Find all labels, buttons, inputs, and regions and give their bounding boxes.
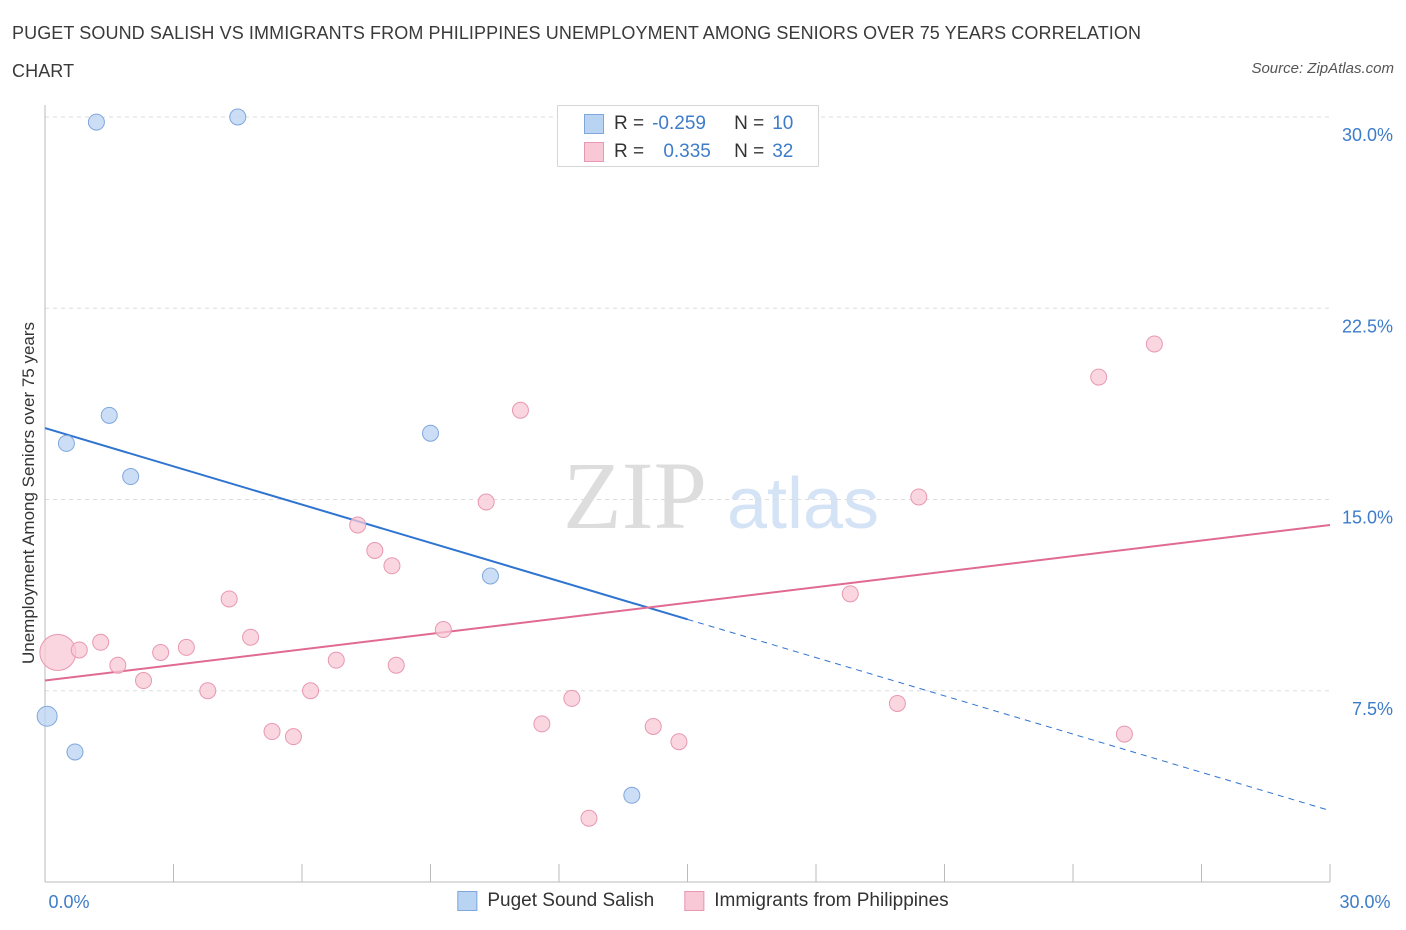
point-puget-sound-salish (100, 406, 118, 424)
pink-swatch (684, 891, 705, 911)
point-immigrants-from-philippines (841, 585, 859, 603)
point-immigrants-from-philippines (284, 728, 302, 746)
y-tick-label: 22.5% (1342, 316, 1393, 336)
trend-line-dashed-puget-sound-salish (687, 618, 1331, 812)
chart-legend: Puget Sound Salish Immigrants from Phili… (457, 890, 949, 912)
n-value: 32 (772, 141, 794, 162)
point-puget-sound-salish (623, 786, 641, 804)
blue-swatch (584, 114, 604, 134)
point-puget-sound-salish (57, 434, 75, 452)
trend-line-puget-sound-salish (44, 427, 688, 621)
point-immigrants-from-philippines (477, 493, 495, 511)
point-immigrants-from-philippines (511, 401, 529, 419)
trend-line-immigrants-from-philippines (44, 524, 1331, 682)
point-puget-sound-salish (36, 705, 58, 727)
point-immigrants-from-philippines (70, 641, 88, 659)
point-immigrants-from-philippines (349, 516, 367, 534)
point-immigrants-from-philippines (177, 638, 195, 656)
point-puget-sound-salish (229, 108, 247, 126)
point-immigrants-from-philippines (383, 557, 401, 575)
point-immigrants-from-philippines (135, 672, 153, 690)
watermark-atlas: atlas (727, 464, 879, 544)
point-immigrants-from-philippines (563, 689, 581, 707)
point-puget-sound-salish (481, 567, 499, 585)
point-immigrants-from-philippines (366, 542, 384, 559)
point-immigrants-from-philippines (109, 656, 127, 674)
point-immigrants-from-philippines (434, 621, 452, 639)
point-immigrants-from-philippines (888, 695, 906, 712)
point-immigrants-from-philippines (327, 651, 345, 669)
point-immigrants-from-philippines (220, 590, 238, 608)
n-value: 10 (772, 113, 794, 134)
correlation-stats-box: R = -0.259 N = 10 R = 0.335 N = 32 (557, 105, 819, 167)
source-label: Source: ZipAtlas.com (1251, 60, 1394, 77)
point-immigrants-from-philippines (1145, 335, 1163, 353)
stats-row-blue: R = -0.259 N = 10 (584, 110, 793, 138)
r-label: R = (614, 113, 645, 134)
point-immigrants-from-philippines (670, 733, 688, 751)
x-tick-label: 0.0% (48, 892, 89, 912)
legend-label: Puget Sound Salish (487, 890, 655, 911)
point-immigrants-from-philippines (199, 682, 217, 700)
point-puget-sound-salish (66, 743, 84, 761)
point-immigrants-from-philippines (302, 682, 320, 700)
point-immigrants-from-philippines (580, 809, 598, 827)
y-tick-label: 15.0% (1342, 508, 1393, 528)
y-tick-label: 7.5% (1352, 699, 1393, 719)
legend-item-immigrants-from-philippines[interactable]: Immigrants from Philippines (684, 890, 949, 912)
legend-label: Immigrants from Philippines (714, 890, 949, 911)
chart-title: PUGET SOUND SALISH VS IMMIGRANTS FROM PH… (12, 23, 1142, 81)
stats-row-pink: R = 0.335 N = 32 (584, 138, 793, 166)
point-immigrants-from-philippines (533, 715, 551, 733)
n-label: N = (734, 113, 765, 134)
legend-item-puget-sound-salish[interactable]: Puget Sound Salish (457, 890, 654, 912)
r-value: -0.259 (652, 113, 706, 134)
watermark-zip: ZIP (563, 442, 707, 549)
point-puget-sound-salish (87, 113, 105, 131)
point-immigrants-from-philippines (1115, 725, 1133, 743)
point-immigrants-from-philippines (39, 634, 77, 671)
point-puget-sound-salish (122, 468, 140, 486)
n-label: N = (734, 141, 765, 162)
point-puget-sound-salish (422, 424, 439, 442)
y-axis-label: Unemployment Among Seniors over 75 years (19, 322, 38, 664)
point-immigrants-from-philippines (387, 656, 405, 674)
point-immigrants-from-philippines (242, 628, 260, 646)
y-tick-label: 30.0% (1342, 125, 1393, 145)
pink-swatch (584, 142, 604, 162)
point-immigrants-from-philippines (910, 488, 928, 506)
r-value: 0.335 (663, 141, 711, 162)
x-tick-label: 30.0% (1339, 892, 1390, 912)
point-immigrants-from-philippines (644, 717, 662, 735)
point-immigrants-from-philippines (263, 723, 281, 741)
point-immigrants-from-philippines (152, 644, 170, 661)
point-immigrants-from-philippines (1090, 368, 1108, 386)
blue-swatch (457, 891, 478, 911)
point-immigrants-from-philippines (92, 633, 110, 651)
r-label: R = (614, 141, 645, 162)
